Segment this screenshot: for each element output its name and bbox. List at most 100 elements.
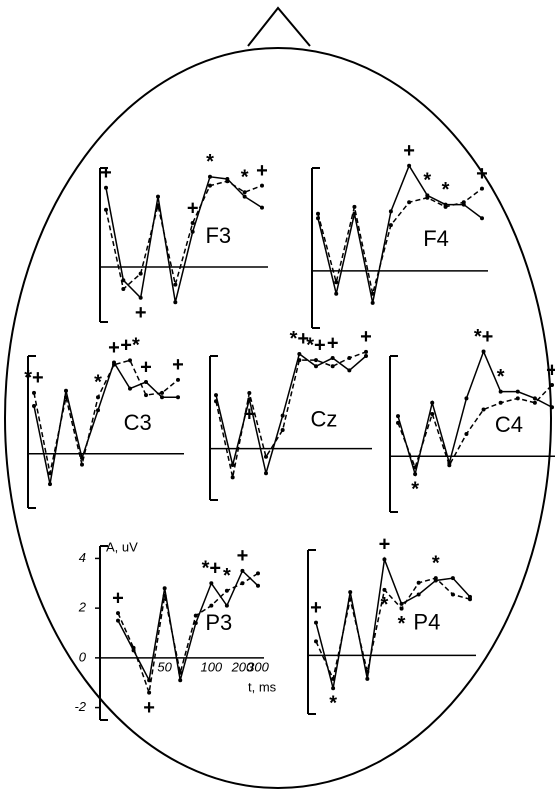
dashed-line	[106, 181, 262, 289]
point	[407, 200, 411, 204]
point	[209, 604, 213, 608]
point	[365, 677, 369, 681]
point	[314, 358, 318, 362]
significance-mark: *+	[24, 367, 43, 389]
significance-mark: +	[243, 403, 255, 425]
point	[139, 272, 143, 276]
point	[382, 557, 386, 561]
point	[176, 378, 180, 382]
point	[240, 581, 244, 585]
point	[364, 350, 368, 354]
point	[243, 195, 247, 199]
point	[178, 671, 182, 675]
point	[147, 691, 151, 695]
point	[434, 576, 438, 580]
point	[208, 175, 212, 179]
point	[430, 412, 434, 416]
point	[297, 352, 301, 356]
point	[225, 589, 229, 593]
solid-line	[316, 559, 470, 688]
nose	[248, 8, 310, 46]
significance-mark: +	[172, 354, 184, 376]
point	[371, 301, 375, 305]
dashed-line	[216, 352, 366, 477]
plot-title: P3	[205, 610, 232, 635]
significance-mark: +	[140, 356, 152, 378]
point	[499, 401, 503, 405]
point	[480, 216, 484, 220]
point	[468, 597, 472, 601]
point	[413, 472, 417, 476]
significance-mark: +	[327, 332, 339, 354]
point	[128, 387, 132, 391]
point	[160, 391, 164, 395]
point	[240, 569, 244, 573]
significance-mark: *+	[202, 558, 221, 580]
point	[256, 584, 260, 588]
point	[533, 401, 537, 405]
significance-mark: +	[100, 162, 112, 184]
solid-line	[216, 354, 366, 473]
point	[464, 432, 468, 436]
point	[314, 621, 318, 625]
plot-title: F3	[205, 223, 231, 248]
point	[348, 597, 352, 601]
point	[451, 593, 455, 597]
point	[331, 356, 335, 360]
point	[225, 179, 229, 183]
point	[32, 391, 36, 395]
plot-title: C4	[495, 412, 523, 437]
point	[194, 614, 198, 618]
point	[533, 396, 537, 400]
dashed-line	[34, 360, 178, 473]
point	[281, 428, 285, 432]
dashed-line	[398, 385, 552, 467]
point	[516, 396, 520, 400]
significance-mark: +	[237, 545, 249, 567]
significance-mark: +	[256, 160, 268, 182]
point	[116, 611, 120, 615]
point	[400, 607, 404, 611]
point	[247, 391, 251, 395]
significance-mark: *	[411, 478, 419, 500]
point	[156, 203, 160, 207]
point	[425, 196, 429, 200]
point	[347, 356, 351, 360]
plot-title: P4	[413, 610, 440, 635]
point	[264, 455, 268, 459]
point	[156, 195, 160, 199]
significance-mark: *	[329, 693, 337, 715]
solid-line	[318, 166, 482, 303]
point	[417, 581, 421, 585]
point	[331, 686, 335, 690]
point	[365, 670, 369, 674]
significance-mark: *+	[306, 334, 325, 356]
significance-mark: *	[241, 166, 249, 188]
significance-mark: +	[379, 534, 391, 556]
point	[96, 395, 100, 399]
point	[382, 588, 386, 592]
point	[352, 205, 356, 209]
point	[348, 590, 352, 594]
point	[396, 414, 400, 418]
x-tick-label: 100	[200, 659, 222, 674]
point	[243, 190, 247, 194]
point	[128, 358, 132, 362]
plots: ++**++F3+**+F4*+*++*++C3*+*++++Cz*+*+*C4…	[24, 140, 555, 720]
significance-mark: +	[143, 697, 155, 719]
point	[499, 390, 503, 394]
point	[132, 646, 136, 650]
point	[160, 395, 164, 399]
point	[176, 395, 180, 399]
significance-mark: +	[187, 197, 199, 219]
point	[104, 208, 108, 212]
significance-mark: *	[223, 565, 231, 587]
point	[191, 221, 195, 225]
point	[178, 678, 182, 682]
point	[400, 602, 404, 606]
significance-mark: *	[94, 372, 102, 394]
point	[389, 209, 393, 213]
point	[116, 619, 120, 623]
point	[281, 414, 285, 418]
significance-mark: *	[432, 552, 440, 574]
